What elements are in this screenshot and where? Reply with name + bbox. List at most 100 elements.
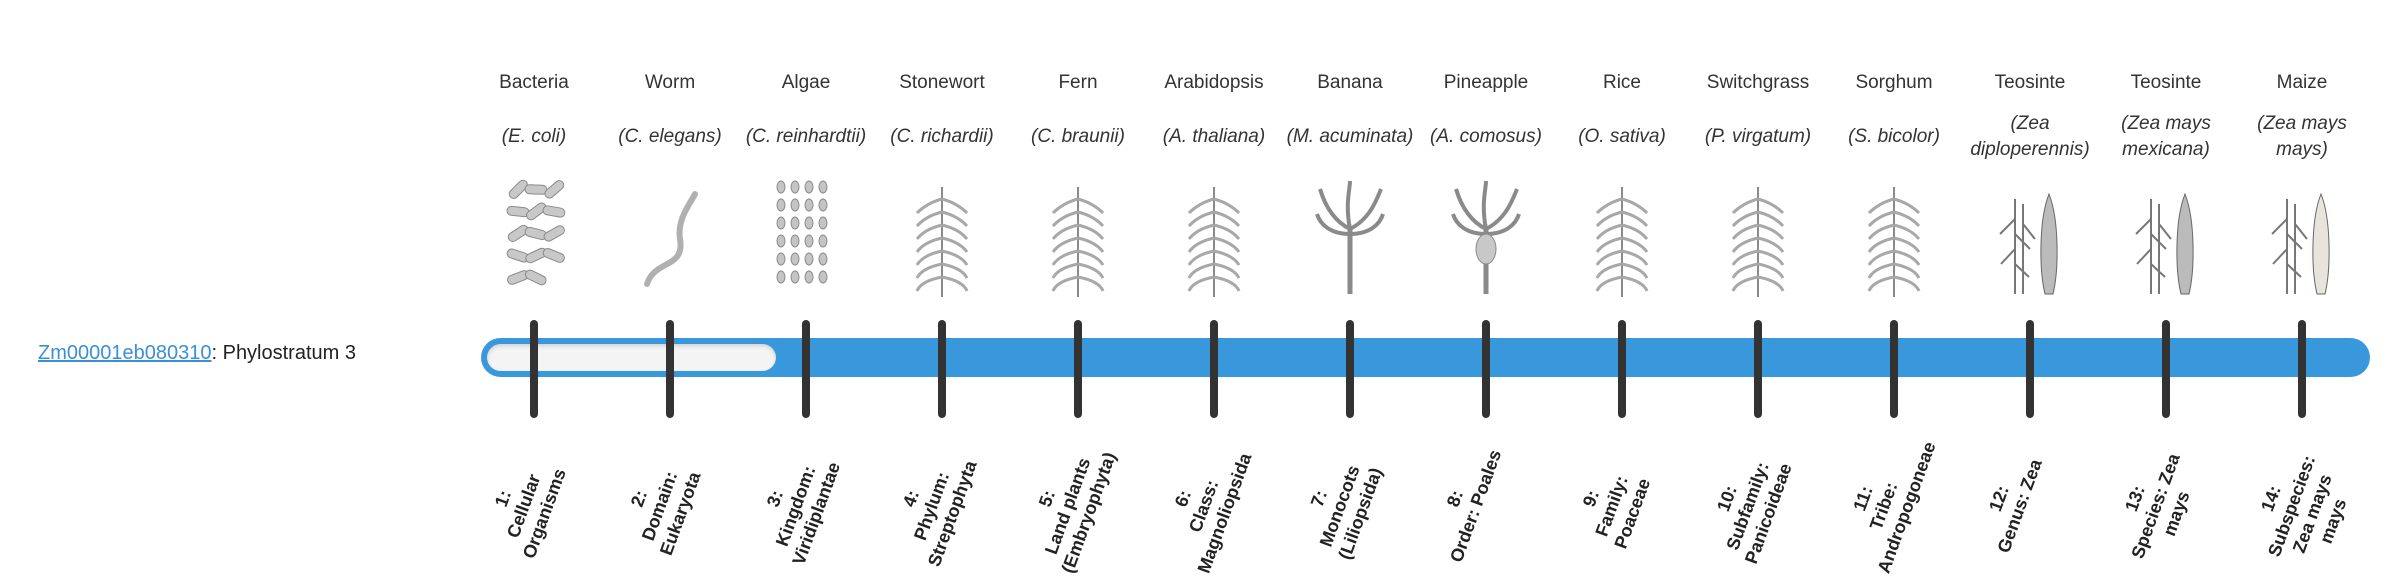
organism-species: (Zea mays mexicana) xyxy=(2100,100,2232,174)
organism-column: Switchgrass (P. virgatum) xyxy=(1692,66,1824,300)
stratum-rank-label: 3: Kingdom: Viridiplantae xyxy=(743,436,848,576)
stratum-number: 3: xyxy=(762,487,788,510)
stratum-tick xyxy=(1618,320,1626,418)
stratum-rank: Phylum: Streptophyta xyxy=(910,457,981,570)
stratum-rank-label: 5: Land plants (Embryophyta) xyxy=(1015,436,1120,576)
stratum-tick xyxy=(1346,320,1354,418)
organism-column: Bacteria (E. coli) xyxy=(468,66,600,300)
organism-species: (A. comosus) xyxy=(1420,100,1552,174)
stratum-rank-label: 9: Family: Poaceae xyxy=(1559,436,1664,576)
organism-species: (S. bicolor) xyxy=(1828,100,1960,174)
species-text: (Zea mays mexicana) xyxy=(2121,113,2211,160)
sorghum-icon xyxy=(1828,178,1960,300)
stratum-rank: Class: Magnoliopsida xyxy=(1184,450,1256,576)
organism-column: Rice (O. sativa) xyxy=(1556,66,1688,300)
stratum-rank-label: 12: Genus: Zea xyxy=(1967,436,2051,569)
organism-column: Worm (C. elegans) xyxy=(604,66,736,300)
stratum-rank-label: 10: Subfamily: Panicoideae xyxy=(1695,436,1800,576)
species-text: (Zea diploperennis) xyxy=(1970,113,2090,160)
species-text: (S. bicolor) xyxy=(1848,126,1940,147)
fern-icon xyxy=(1012,178,1144,300)
organism-column: Stonewort (C. richardii) xyxy=(876,66,1008,300)
species-text: (C. braunii) xyxy=(1031,126,1125,147)
species-text: (C. richardii) xyxy=(890,126,994,147)
organism-name: Worm xyxy=(644,72,696,93)
organism-name: Rice xyxy=(1602,72,1641,93)
stratum-rank-label: 4: Phylum: Streptophyta xyxy=(879,436,984,576)
stratum-tick xyxy=(1754,320,1762,418)
organism-name: Arabidopsis xyxy=(1164,72,1264,93)
organism-species: (O. sativa) xyxy=(1556,100,1688,174)
organism-column: Fern (C. braunii) xyxy=(1012,66,1144,300)
teosinte-icon xyxy=(1964,178,2096,300)
species-text: (A. thaliana) xyxy=(1162,126,1266,147)
stratum-number: 2: xyxy=(626,487,652,510)
stratum-rank-label: 7: Monocots (Liliopsida) xyxy=(1287,436,1392,576)
organism-species: (C. richardii) xyxy=(876,100,1008,174)
phylostratum-bar xyxy=(481,338,2370,377)
pineapple-icon xyxy=(1420,178,1552,300)
rice-icon xyxy=(1556,178,1688,300)
organism-name: Maize xyxy=(2276,72,2328,93)
organism-name: Bacteria xyxy=(499,72,569,93)
stratum-tick xyxy=(2026,320,2034,418)
stonewort-icon xyxy=(876,178,1008,300)
organism-name: Sorghum xyxy=(1855,72,1933,93)
organism-name: Switchgrass xyxy=(1706,72,1810,93)
organism-column: Teosinte (Zea mays mexicana) xyxy=(2100,66,2232,300)
organism-column: Algae (C. reinhardtii) xyxy=(740,66,872,300)
stratum-number: 9: xyxy=(1578,487,1604,510)
stratum-rank-label: 2: Domain: Eukaryota xyxy=(607,436,712,576)
organism-column: Maize (Zea mays mays) xyxy=(2236,66,2368,300)
species-text: (C. reinhardtii) xyxy=(745,126,867,147)
bacteria-icon xyxy=(468,178,600,300)
organism-species: (Zea diploperennis) xyxy=(1964,100,2096,174)
stratum-rank-label: 14: Subspecies: Zea mays mays xyxy=(2239,436,2364,584)
stratum-tick xyxy=(1482,320,1490,418)
organism-species: (E. coli) xyxy=(468,100,600,174)
phylostratum-text: : Phylostratum 3 xyxy=(211,342,356,364)
organism-column: Banana (M. acuminata) xyxy=(1284,66,1416,300)
teosinte-mexicana-icon xyxy=(2100,178,2232,300)
stratum-number: 6: xyxy=(1170,487,1196,510)
stratum-tick xyxy=(2298,320,2306,418)
stratum-number: 8: xyxy=(1442,487,1468,510)
species-text: (Zea mays mays) xyxy=(2257,113,2347,160)
species-text: (P. virgatum) xyxy=(1704,126,1812,147)
organism-species: (M. acuminata) xyxy=(1284,100,1416,174)
stratum-rank: Family: Poaceae xyxy=(1591,472,1655,552)
stratum-tick xyxy=(802,320,810,418)
stratum-rank: Domain: Eukaryota xyxy=(637,468,705,558)
organism-name: Algae xyxy=(781,72,831,93)
stratum-number: 1: xyxy=(490,487,516,510)
species-text: (C. elegans) xyxy=(618,126,722,147)
organism-column: Pineapple (A. comosus) xyxy=(1420,66,1552,300)
gene-id-link[interactable]: Zm00001eb080310 xyxy=(38,342,212,364)
maize-icon xyxy=(2236,178,2368,300)
organism-name: Banana xyxy=(1317,72,1383,93)
stratum-rank: Monocots (Liliopsida) xyxy=(1315,462,1387,563)
stratum-rank-label: 6: Class: Magnoliopsida xyxy=(1151,436,1256,576)
organism-name: Stonewort xyxy=(899,72,985,93)
stratum-rank: Cellular Organisms xyxy=(502,465,570,562)
algae-icon xyxy=(740,178,872,300)
stratum-tick xyxy=(1210,320,1218,418)
stratum-rank-label: 8: Order: Poales xyxy=(1423,436,1507,569)
stratum-tick xyxy=(1890,320,1898,418)
stratum-tick xyxy=(938,320,946,418)
organism-species: (Zea mays mays) xyxy=(2236,100,2368,174)
switchgrass-icon xyxy=(1692,178,1824,300)
stratum-rank-label: 11: Tribe: Andropogoneae xyxy=(1831,436,1939,576)
organism-species: (C. elegans) xyxy=(604,100,736,174)
species-text: (E. coli) xyxy=(501,126,567,147)
organism-species: (A. thaliana) xyxy=(1148,100,1280,174)
stratum-number: 4: xyxy=(898,487,924,510)
organism-name: Teosinte xyxy=(2130,72,2202,93)
organism-species: (C. reinhardtii) xyxy=(740,100,872,174)
organism-column: Arabidopsis (A. thaliana) xyxy=(1148,66,1280,300)
stratum-rank: Tribe: Andropogoneae xyxy=(1865,439,1940,576)
stratum-tick xyxy=(2162,320,2170,418)
stratum-rank: Kingdom: Viridiplantae xyxy=(771,459,845,568)
organism-species: (C. braunii) xyxy=(1012,100,1144,174)
stratum-rank-label: 1: Cellular Organisms xyxy=(471,436,576,576)
